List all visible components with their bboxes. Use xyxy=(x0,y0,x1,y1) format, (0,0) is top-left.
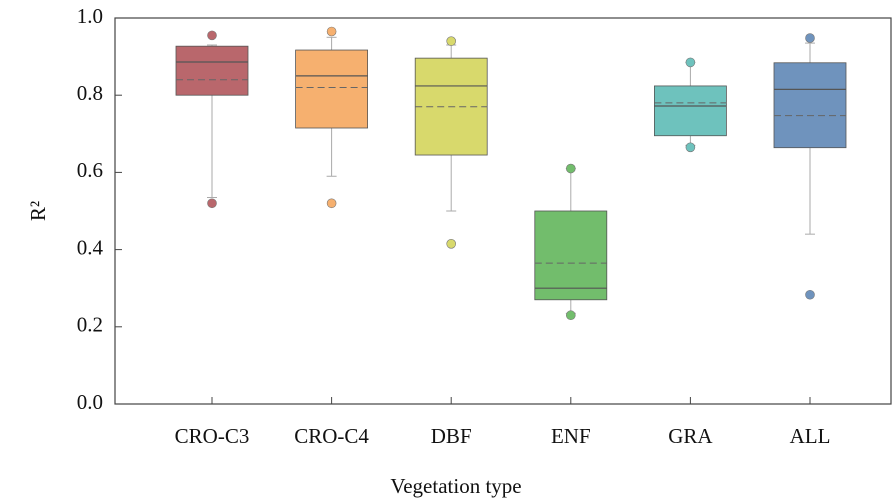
outlier xyxy=(446,36,457,46)
outlier xyxy=(207,198,217,209)
y-tick-label: 0.0 xyxy=(77,390,103,414)
outlier xyxy=(326,26,337,37)
outlier xyxy=(207,30,217,41)
x-tick-label: CRO-C3 xyxy=(175,424,250,448)
box xyxy=(654,85,727,137)
y-tick-label: 0.6 xyxy=(77,158,103,182)
outlier xyxy=(805,289,815,300)
y-tick-label: 1.0 xyxy=(77,4,103,28)
outlier xyxy=(565,310,576,321)
outlier xyxy=(685,57,696,68)
box xyxy=(773,62,847,149)
outlier xyxy=(685,142,696,153)
y-tick-label: 0.8 xyxy=(77,81,103,105)
y-tick-label: 0.2 xyxy=(77,313,103,337)
outlier xyxy=(326,198,337,209)
x-tick-label: ALL xyxy=(790,424,831,448)
outlier xyxy=(446,239,457,249)
plot-frame xyxy=(114,17,892,405)
x-tick-label: ENF xyxy=(551,424,591,448)
box xyxy=(295,49,369,129)
box xyxy=(534,210,608,301)
x-tick-label: GRA xyxy=(668,424,713,448)
x-tick-label: DBF xyxy=(431,424,472,448)
y-axis-label: R² xyxy=(26,201,50,221)
y-tick-label: 0.4 xyxy=(77,235,104,259)
x-axis-label: Vegetation type xyxy=(390,474,521,498)
x-tick-label: CRO-C4 xyxy=(294,424,369,448)
outlier xyxy=(565,163,576,174)
box xyxy=(175,45,249,96)
outlier xyxy=(805,33,815,43)
